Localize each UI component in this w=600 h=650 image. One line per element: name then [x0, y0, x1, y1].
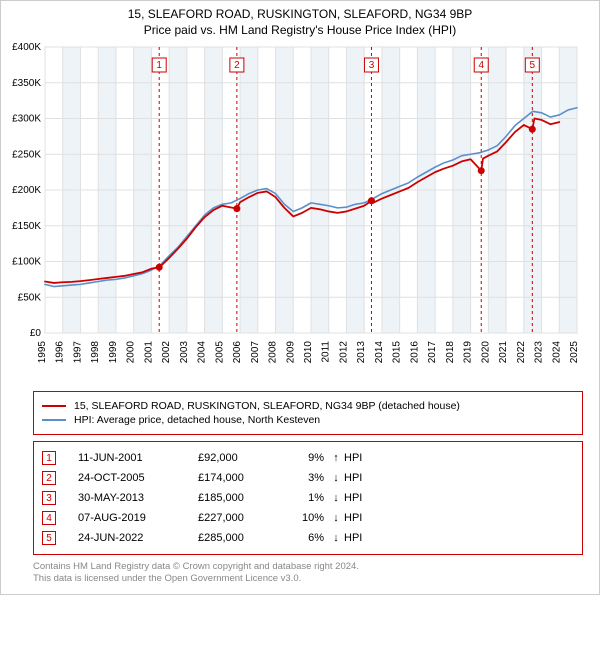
svg-text:£250K: £250K: [12, 149, 41, 160]
svg-text:4: 4: [478, 60, 484, 71]
svg-text:2016: 2016: [409, 341, 420, 364]
svg-text:2019: 2019: [463, 341, 474, 364]
sale-pct: 6%: [288, 532, 328, 544]
svg-text:2015: 2015: [392, 341, 403, 364]
svg-text:1997: 1997: [72, 341, 83, 364]
svg-text:1998: 1998: [90, 341, 101, 364]
svg-text:2006: 2006: [232, 341, 243, 364]
legend-label: HPI: Average price, detached house, Nort…: [74, 414, 320, 426]
svg-text:3: 3: [369, 60, 375, 71]
svg-text:2000: 2000: [126, 341, 137, 364]
svg-text:2009: 2009: [285, 341, 296, 364]
svg-text:2012: 2012: [338, 341, 349, 364]
svg-text:5: 5: [530, 60, 536, 71]
svg-text:£200K: £200K: [12, 185, 41, 196]
sale-date: 24-JUN-2022: [78, 532, 198, 544]
svg-text:2: 2: [234, 60, 240, 71]
sale-marker: 4: [42, 511, 56, 525]
sale-hpi-label: HPI: [344, 532, 374, 544]
footer-attribution: Contains HM Land Registry data © Crown c…: [33, 561, 583, 586]
chart-container: 15, SLEAFORD ROAD, RUSKINGTON, SLEAFORD,…: [0, 0, 600, 595]
sale-price: £92,000: [198, 452, 288, 464]
title-sub: Price paid vs. HM Land Registry's House …: [1, 23, 599, 37]
sale-price: £285,000: [198, 532, 288, 544]
legend-label: 15, SLEAFORD ROAD, RUSKINGTON, SLEAFORD,…: [74, 400, 460, 412]
svg-text:£0: £0: [30, 328, 42, 339]
svg-text:2020: 2020: [480, 341, 491, 364]
svg-text:£150K: £150K: [12, 221, 41, 232]
svg-text:2024: 2024: [551, 341, 562, 364]
svg-text:£50K: £50K: [18, 292, 42, 303]
svg-text:2013: 2013: [356, 341, 367, 364]
svg-text:2005: 2005: [214, 341, 225, 364]
svg-text:1999: 1999: [108, 341, 119, 364]
sale-pct: 10%: [288, 512, 328, 524]
svg-text:1: 1: [156, 60, 162, 71]
chart-area: £0 £50K £100K £150K £200K £250K £300K £350K £400…: [1, 41, 599, 381]
sale-date: 30-MAY-2013: [78, 492, 198, 504]
svg-text:1995: 1995: [37, 341, 48, 364]
title-block: 15, SLEAFORD ROAD, RUSKINGTON, SLEAFORD,…: [1, 1, 599, 41]
sale-pct: 3%: [288, 472, 328, 484]
svg-text:£350K: £350K: [12, 78, 41, 89]
sale-row: 5 24-JUN-2022£285,0006%↓HPI: [42, 528, 574, 548]
sale-pct: 1%: [288, 492, 328, 504]
svg-text:£100K: £100K: [12, 257, 41, 268]
sale-price: £227,000: [198, 512, 288, 524]
price-chart-svg: £0 £50K £100K £150K £200K £250K £300K £350K £400…: [3, 41, 583, 381]
sale-hpi-label: HPI: [344, 512, 374, 524]
sale-arrow-icon: ↑: [328, 452, 344, 464]
svg-text:2008: 2008: [268, 341, 279, 364]
svg-text:1996: 1996: [55, 341, 66, 364]
sale-arrow-icon: ↓: [328, 492, 344, 504]
svg-text:2011: 2011: [321, 341, 332, 363]
sale-price: £174,000: [198, 472, 288, 484]
svg-text:£300K: £300K: [12, 114, 41, 125]
svg-text:2025: 2025: [569, 341, 580, 364]
sale-hpi-label: HPI: [344, 452, 374, 464]
sale-date: 24-OCT-2005: [78, 472, 198, 484]
legend-row: HPI: Average price, detached house, Nort…: [42, 414, 574, 426]
sale-hpi-label: HPI: [344, 492, 374, 504]
sale-date: 07-AUG-2019: [78, 512, 198, 524]
svg-text:2017: 2017: [427, 341, 438, 364]
svg-text:2002: 2002: [161, 341, 172, 364]
sale-row: 3 30-MAY-2013£185,0001%↓HPI: [42, 488, 574, 508]
svg-text:2014: 2014: [374, 341, 385, 364]
svg-text:2010: 2010: [303, 341, 314, 364]
footer-line1: Contains HM Land Registry data © Crown c…: [33, 561, 583, 573]
sale-price: £185,000: [198, 492, 288, 504]
sale-row: 1 11-JUN-2001£92,0009%↑HPI: [42, 448, 574, 468]
footer-line2: This data is licensed under the Open Gov…: [33, 573, 583, 585]
sale-date: 11-JUN-2001: [78, 452, 198, 464]
sale-arrow-icon: ↓: [328, 512, 344, 524]
sale-marker: 5: [42, 531, 56, 545]
sale-hpi-label: HPI: [344, 472, 374, 484]
svg-text:2007: 2007: [250, 341, 261, 364]
legend-row: 15, SLEAFORD ROAD, RUSKINGTON, SLEAFORD,…: [42, 400, 574, 412]
legend-swatch: [42, 405, 66, 407]
svg-text:2001: 2001: [143, 341, 154, 364]
legend-box: 15, SLEAFORD ROAD, RUSKINGTON, SLEAFORD,…: [33, 391, 583, 435]
sales-table: 111-JUN-2001£92,0009%↑HPI224-OCT-2005£17…: [33, 441, 583, 555]
svg-text:2018: 2018: [445, 341, 456, 364]
svg-text:£400K: £400K: [12, 42, 41, 53]
title-main: 15, SLEAFORD ROAD, RUSKINGTON, SLEAFORD,…: [1, 7, 599, 21]
sale-row: 4 07-AUG-2019£227,00010%↓HPI: [42, 508, 574, 528]
sale-marker: 1: [42, 451, 56, 465]
svg-text:2023: 2023: [534, 341, 545, 364]
svg-text:2022: 2022: [516, 341, 527, 364]
svg-text:2004: 2004: [197, 341, 208, 364]
sale-row: 2 24-OCT-2005£174,0003%↓HPI: [42, 468, 574, 488]
svg-text:2021: 2021: [498, 341, 509, 364]
sale-marker: 2: [42, 471, 56, 485]
sale-pct: 9%: [288, 452, 328, 464]
legend-swatch: [42, 419, 66, 421]
svg-text:2003: 2003: [179, 341, 190, 364]
sale-arrow-icon: ↓: [328, 472, 344, 484]
sale-marker: 3: [42, 491, 56, 505]
sale-arrow-icon: ↓: [328, 532, 344, 544]
